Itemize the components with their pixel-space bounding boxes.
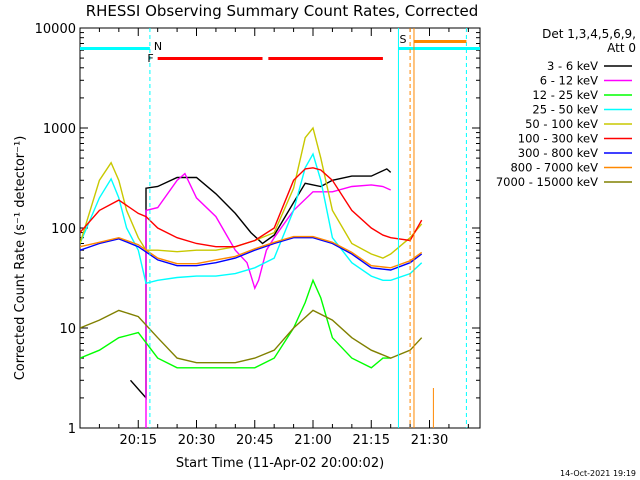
y-tick-label: 10 xyxy=(59,322,76,337)
x-tick-label: 20:30 xyxy=(178,433,215,448)
series-line-8 xyxy=(80,309,423,364)
y-tick-label: 1 xyxy=(68,422,76,437)
x-tick-label: 21:00 xyxy=(294,433,331,448)
legend-label: 7000 - 15000 keV xyxy=(496,175,598,189)
legend-label: 50 - 100 keV xyxy=(525,117,598,131)
series-line-1 xyxy=(130,172,391,428)
annotation-layer: NF S xyxy=(80,28,480,428)
night-bar xyxy=(80,47,150,50)
legend-label: 6 - 12 keV xyxy=(540,74,598,88)
y-tick-label: 10000 xyxy=(35,22,76,37)
series-line-5 xyxy=(80,167,423,248)
y-axis: 1 10 100 1000 10000 xyxy=(35,22,480,437)
x-axis: 20:15 20:30 20:45 21:00 21:15 21:30 xyxy=(98,28,469,448)
annotation-F: F xyxy=(147,52,153,65)
saa-bar xyxy=(413,40,467,43)
legend-label: 800 - 7000 keV xyxy=(510,161,598,175)
x-tick-label: 21:30 xyxy=(411,433,448,448)
legend-label: 100 - 300 keV xyxy=(518,132,598,146)
y-tick-label: 100 xyxy=(51,222,76,237)
y-axis-label: Corrected Count Rate (s⁻¹ detector⁻¹) xyxy=(13,136,28,381)
x-tick-label: 20:45 xyxy=(236,433,273,448)
plot-area xyxy=(79,27,481,429)
series-line-2 xyxy=(80,278,391,369)
series-layer xyxy=(80,126,423,428)
legend-label: 25 - 50 keV xyxy=(532,103,598,117)
x-axis-label: Start Time (11-Apr-02 20:00:02) xyxy=(176,456,384,471)
x-tick-label: 21:15 xyxy=(353,433,390,448)
series-line-6 xyxy=(80,236,423,271)
legend-label: 300 - 800 keV xyxy=(518,146,598,160)
flare-bar xyxy=(157,57,263,60)
series-line-7 xyxy=(80,235,423,269)
footer-timestamp: 14-Oct-2021 19:19 xyxy=(560,469,636,478)
night-bar xyxy=(398,47,480,50)
chart-title: RHESSI Observing Summary Count Rates, Co… xyxy=(86,2,479,20)
flare-bar xyxy=(268,57,383,60)
series-line-0 xyxy=(129,168,392,400)
x-tick-label: 20:15 xyxy=(120,433,157,448)
legend-title-line-1: Det 1,3,4,5,6,9, xyxy=(542,27,636,41)
legend-title-line-2: Att 0 xyxy=(607,41,636,55)
legend-label: 12 - 25 keV xyxy=(532,88,598,102)
legend-label: 3 - 6 keV xyxy=(547,59,598,73)
annotation-N: N xyxy=(154,40,162,53)
series-line-3 xyxy=(80,152,423,285)
y-tick-label: 1000 xyxy=(43,122,76,137)
annotation-S: S xyxy=(399,33,406,46)
